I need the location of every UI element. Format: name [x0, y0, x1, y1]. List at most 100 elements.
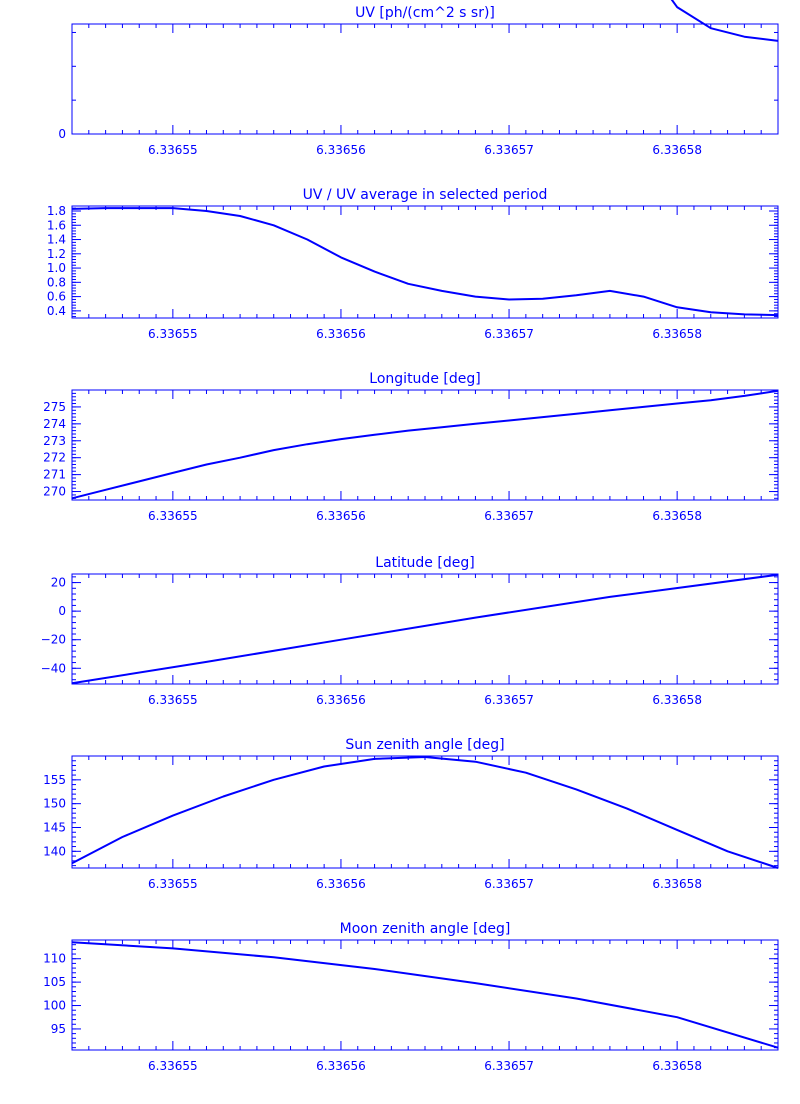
x-tick-label: 6.33658	[652, 693, 702, 707]
y-tick-mantissa: 110	[43, 952, 66, 966]
y-tick-label: 1.0	[47, 261, 66, 275]
y-tick-mantissa: 1.2	[47, 247, 66, 261]
y-tick-mantissa: 150	[43, 797, 66, 811]
y-tick-label: 155	[43, 773, 66, 787]
y-tick-mantissa: 155	[43, 773, 66, 787]
x-tick-label: 6.33657	[484, 877, 534, 891]
chart-title: UV / UV average in selected period	[303, 187, 548, 203]
y-tick-label: 20	[51, 576, 66, 590]
y-tick-label: 271	[43, 468, 66, 482]
chart-title: Sun zenith angle [deg]	[345, 737, 504, 753]
y-tick-mantissa: 275	[43, 400, 66, 414]
x-tick-label: 6.33655	[148, 877, 198, 891]
chart-title: Latitude [deg]	[375, 555, 474, 571]
y-tick-mantissa: 1.8	[47, 204, 66, 218]
y-tick-label: 272	[43, 451, 66, 465]
y-tick-mantissa: 1.4	[47, 233, 66, 247]
y-tick-label: 0	[58, 604, 66, 618]
y-tick-mantissa: 0	[58, 127, 66, 141]
x-tick-label: 6.33656	[316, 693, 366, 707]
y-tick-mantissa: 1.6	[47, 218, 66, 232]
data-series-line	[71, 941, 779, 1049]
y-tick-mantissa: 0	[58, 604, 66, 618]
chart-panel-6: Moon zenith angle [deg] 6.33655 6.33656 6.3…	[43, 921, 779, 1073]
y-tick-mantissa: −20	[41, 633, 66, 647]
y-tick-label: −40	[41, 661, 66, 675]
y-tick-label: 1.8	[47, 204, 66, 218]
y-tick-mantissa: 95	[51, 1022, 66, 1036]
plot-frame	[71, 573, 779, 685]
x-tick-label: 6.33657	[484, 143, 534, 157]
y-tick-mantissa: 274	[43, 417, 66, 431]
y-tick-label: 1.2	[47, 247, 66, 261]
chart-title: Longitude [deg]	[369, 371, 480, 387]
y-tick-label: 0.8	[47, 275, 66, 289]
y-tick-mantissa: −40	[41, 661, 66, 675]
x-tick-label: 6.33656	[316, 143, 366, 157]
x-tick-label: 6.33657	[484, 509, 534, 523]
chart-panel-5: Sun zenith angle [deg] 6.33655 6.33656 6.33…	[43, 737, 779, 891]
plot-frame	[71, 205, 779, 319]
x-tick-label: 6.33655	[148, 143, 198, 157]
y-tick-label: 150	[43, 797, 66, 811]
x-tick-label: 6.33656	[316, 327, 366, 341]
y-tick-label: 110	[43, 952, 66, 966]
y-tick-mantissa: 0.4	[47, 304, 66, 318]
x-tick-label: 6.33656	[316, 509, 366, 523]
plot-frame	[71, 23, 779, 135]
data-series-line	[71, 573, 779, 685]
data-series-line	[71, 389, 779, 500]
chart-title: UV [ph/(cm^2 s sr)]	[355, 5, 495, 21]
x-tick-label: 6.33658	[652, 877, 702, 891]
chart-panel-2: UV / UV average in selected period 6.3365…	[47, 187, 779, 341]
y-tick-label: 274	[43, 417, 66, 431]
y-tick-label: 105	[43, 975, 66, 989]
y-tick-label: 0	[58, 127, 66, 141]
y-tick-label: 140	[43, 844, 66, 858]
y-tick-label: 100	[43, 999, 66, 1013]
y-tick-mantissa: 145	[43, 820, 66, 834]
y-tick-mantissa: 140	[43, 844, 66, 858]
chart-title: Moon zenith angle [deg]	[340, 921, 511, 937]
y-tick-mantissa: 273	[43, 434, 66, 448]
y-tick-mantissa: 0.8	[47, 275, 66, 289]
y-tick-mantissa: 1.0	[47, 261, 66, 275]
y-tick-label: 95	[51, 1022, 66, 1036]
y-tick-mantissa: 270	[43, 485, 66, 499]
y-tick-mantissa: 272	[43, 451, 66, 465]
plot-frame	[71, 755, 779, 869]
y-tick-label: 0.4	[47, 304, 66, 318]
plot-frame	[71, 939, 779, 1051]
y-tick-mantissa: 20	[51, 576, 66, 590]
chart-panel-3: Longitude [deg] 6.33655 6.33656 6.33657 6.33…	[43, 371, 779, 523]
y-tick-label: 1.6	[47, 218, 66, 232]
y-tick-mantissa: 271	[43, 468, 66, 482]
x-tick-label: 6.33657	[484, 1059, 534, 1073]
chart-panel-1: UV [ph/(cm^2 s sr)] 6.33655 6.33656 6.33657…	[58, 0, 779, 157]
x-tick-label: 6.33658	[652, 1059, 702, 1073]
x-tick-label: 6.33655	[148, 693, 198, 707]
y-tick-label: −20	[41, 633, 66, 647]
y-tick-label: 273	[43, 434, 66, 448]
y-tick-mantissa: 100	[43, 999, 66, 1013]
y-tick-mantissa: 105	[43, 975, 66, 989]
data-series-line	[71, 756, 779, 869]
x-tick-label: 6.33656	[316, 877, 366, 891]
x-tick-label: 6.33655	[148, 327, 198, 341]
y-tick-label: 0.6	[47, 290, 66, 304]
y-tick-label: 275	[43, 400, 66, 414]
x-tick-label: 6.33655	[148, 1059, 198, 1073]
y-tick-label: 270	[43, 485, 66, 499]
x-tick-label: 6.33657	[484, 327, 534, 341]
data-series-line	[71, 207, 779, 317]
x-tick-label: 6.33655	[148, 509, 198, 523]
y-tick-label: 145	[43, 820, 66, 834]
y-tick-mantissa: 0.6	[47, 290, 66, 304]
x-tick-label: 6.33658	[652, 327, 702, 341]
chart-panel-4: Latitude [deg] 6.33655 6.33656 6.33657 6.336…	[41, 555, 779, 707]
x-tick-label: 6.33657	[484, 693, 534, 707]
x-tick-label: 6.33658	[652, 143, 702, 157]
x-tick-label: 6.33658	[652, 509, 702, 523]
